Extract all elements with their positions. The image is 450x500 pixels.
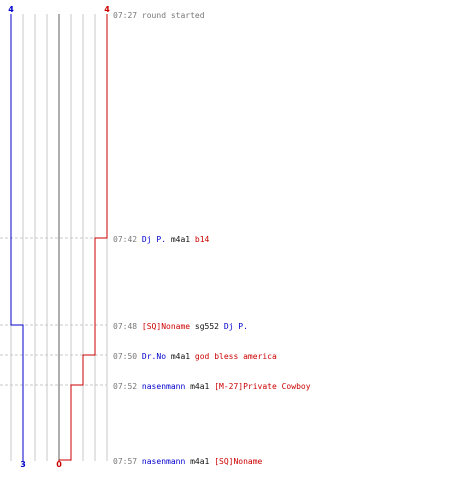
event-4-part-1: Dr.No bbox=[142, 352, 166, 361]
event-6-part-2: m4a1 bbox=[185, 457, 214, 466]
event-3-part-3: Dj P. bbox=[224, 322, 248, 331]
event-5-part-1: nasenmann bbox=[142, 382, 186, 391]
event-1-part-1: round started bbox=[142, 11, 205, 20]
series-layer bbox=[10, 14, 108, 461]
event-3-part-2: sg552 bbox=[190, 322, 224, 331]
event-3-part-1: [SQ]Noname bbox=[142, 322, 190, 331]
blue-top-score-label: 4 bbox=[8, 5, 14, 14]
event-row-1: 07:27 round started bbox=[113, 11, 205, 20]
blue-team-series bbox=[10, 14, 24, 461]
event-2-part-1: Dj P. bbox=[142, 235, 166, 244]
blue-bottom-score-label: 3 bbox=[20, 460, 26, 469]
event-row-6: 07:57 nasenmann m4a1 [SQ]Noname bbox=[113, 457, 263, 466]
event-4-part-2: m4a1 bbox=[166, 352, 195, 361]
red-bottom-score-label: 0 bbox=[56, 460, 62, 469]
event-time-3: 07:48 bbox=[113, 322, 137, 331]
event-row-3: 07:48 [SQ]Noname sg552 Dj P. bbox=[113, 322, 248, 331]
event-time-5: 07:52 bbox=[113, 382, 137, 391]
event-time-6: 07:57 bbox=[113, 457, 137, 466]
event-6-part-3: [SQ]Noname bbox=[214, 457, 262, 466]
red-team-series bbox=[58, 14, 108, 461]
event-time-2: 07:42 bbox=[113, 235, 137, 244]
event-row-2: 07:42 Dj P. m4a1 b14 bbox=[113, 235, 210, 244]
event-guides bbox=[0, 237, 107, 386]
event-2-part-3: b14 bbox=[195, 235, 210, 244]
event-row-4: 07:50 Dr.No m4a1 god bless america bbox=[113, 352, 277, 361]
event-row-5: 07:52 nasenmann m4a1 [M-27]Private Cowbo… bbox=[113, 382, 311, 391]
event-time-1: 07:27 bbox=[113, 11, 137, 20]
event-4-part-3: god bless america bbox=[195, 352, 277, 361]
event-6-part-1: nasenmann bbox=[142, 457, 186, 466]
red-top-score-label: 4 bbox=[104, 5, 110, 14]
event-time-4: 07:50 bbox=[113, 352, 137, 361]
event-5-part-3: [M-27]Private Cowboy bbox=[214, 382, 311, 391]
event-5-part-2: m4a1 bbox=[185, 382, 214, 391]
event-2-part-2: m4a1 bbox=[166, 235, 195, 244]
score-labels: 4 4 3 0 bbox=[8, 5, 110, 469]
